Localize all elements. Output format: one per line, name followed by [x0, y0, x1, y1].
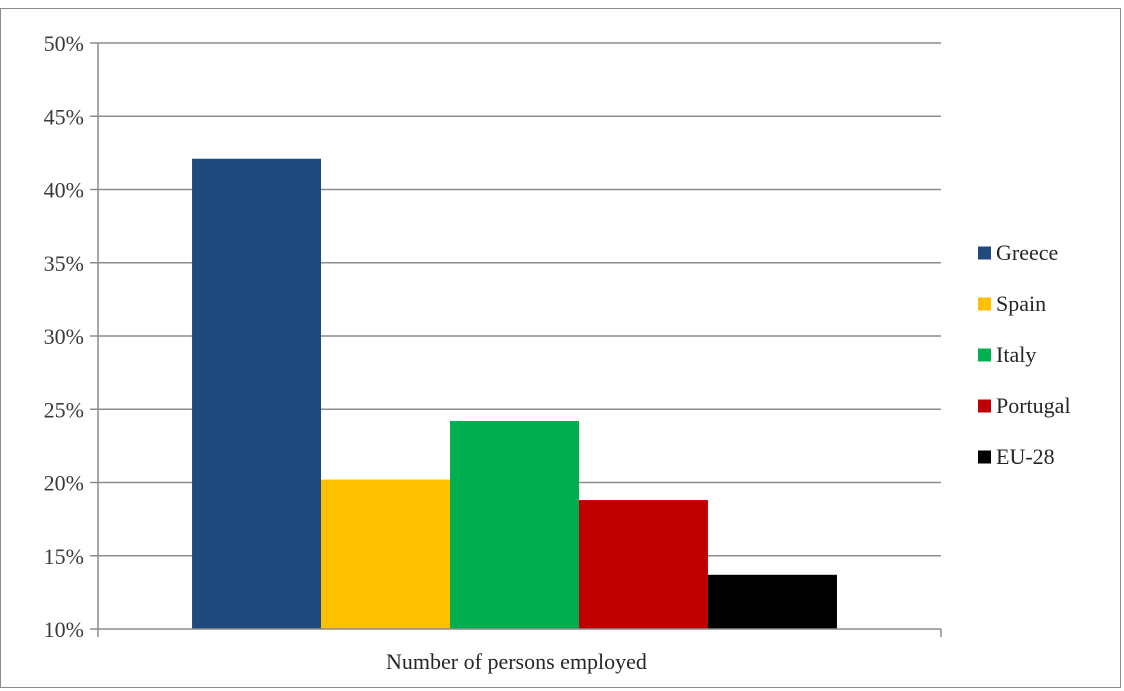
y-tick-label: 20% — [44, 471, 84, 496]
legend-label: Greece — [996, 240, 1058, 265]
y-tick-label: 45% — [44, 104, 84, 129]
bar-eu-28 — [707, 574, 837, 629]
y-tick-label: 25% — [44, 397, 84, 422]
chart-frame: 10% 15% 20% 25% 30% 35% 40% 45% 50% Number of pe… — [0, 8, 1121, 688]
y-tick-label: 15% — [44, 544, 84, 569]
legend-swatch — [978, 399, 991, 413]
legend-label: Spain — [996, 291, 1046, 316]
legend-label: Italy — [996, 342, 1036, 367]
y-tick-labels: 10% 15% 20% 25% 30% 35% 40% 45% 50% — [44, 31, 84, 642]
legend-swatch — [978, 450, 991, 464]
bar-italy — [450, 420, 579, 629]
y-tick-label: 30% — [44, 324, 84, 349]
bars — [192, 158, 837, 630]
bar-greece — [192, 158, 322, 630]
legend-label: EU-28 — [996, 444, 1055, 469]
y-tick-label: 40% — [44, 178, 84, 203]
legend: Greece Spain Italy Portugal EU-28 — [978, 240, 1071, 469]
axes — [97, 43, 942, 637]
y-tick-label: 50% — [44, 31, 84, 56]
bar-portugal — [578, 500, 708, 629]
y-tick-label: 10% — [44, 617, 84, 642]
bar-chart: 10% 15% 20% 25% 30% 35% 40% 45% 50% Number of pe… — [44, 31, 1071, 674]
bar-spain — [321, 479, 451, 629]
y-tick-label: 35% — [44, 251, 84, 276]
legend-swatch — [978, 297, 991, 311]
x-axis-title: Number of persons employed — [386, 649, 647, 674]
legend-label: Portugal — [996, 393, 1071, 418]
legend-swatch — [978, 348, 991, 362]
legend-swatch — [978, 246, 991, 260]
